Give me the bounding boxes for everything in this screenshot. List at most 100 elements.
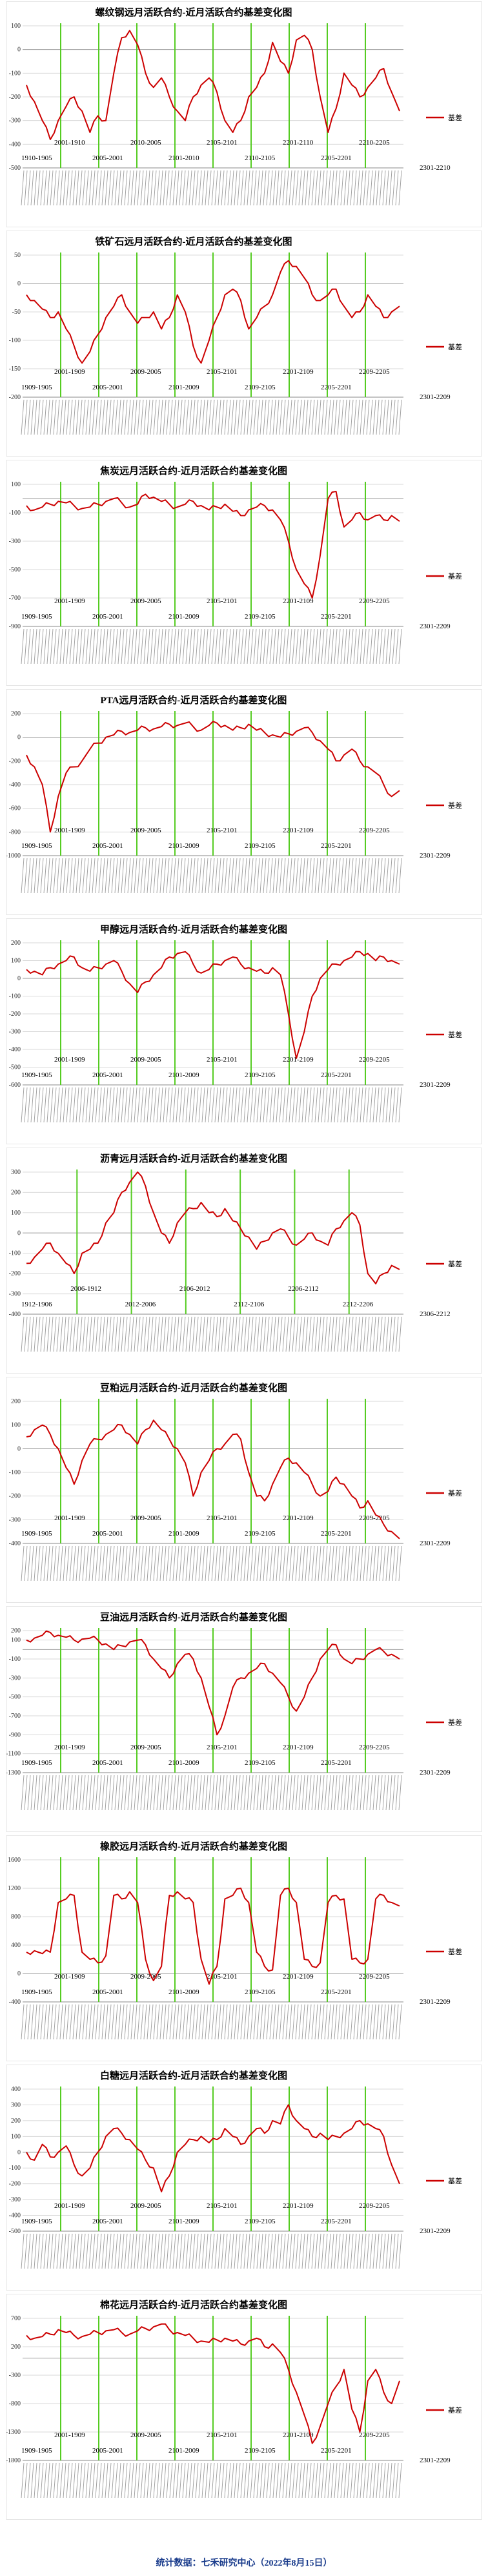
x-date-tick (266, 2233, 270, 2269)
x-date-tick (37, 628, 41, 665)
x-date-tick (121, 1087, 125, 1123)
x-date-tick (176, 858, 179, 894)
x-date-tick (56, 170, 60, 206)
x-date-tick (72, 628, 76, 665)
y-tick-label: -400 (9, 1311, 21, 1318)
latest-contract-label: 2301-2210 (420, 164, 451, 172)
x-date-tick (340, 2462, 344, 2499)
x-date-tick (63, 2462, 66, 2499)
x-date-tick (188, 170, 192, 206)
x-date-tick (208, 2004, 212, 2040)
x-date-tick (69, 1087, 73, 1123)
x-date-tick (143, 2462, 147, 2499)
x-date-tick (130, 2004, 134, 2040)
x-date-tick (266, 1087, 270, 1123)
x-date-tick (88, 399, 92, 435)
x-date-tick (330, 1775, 334, 1811)
x-date-tick (172, 858, 176, 894)
x-date-tick (195, 2233, 199, 2269)
x-date-tick (140, 1316, 144, 1352)
x-date-tick (72, 170, 76, 206)
x-date-tick (163, 399, 167, 435)
x-date-tick (324, 2233, 328, 2269)
x-date-tick (172, 1087, 176, 1123)
y-tick-label: -50 (12, 309, 21, 316)
x-date-tick (182, 628, 186, 665)
x-date-tick (321, 1087, 325, 1123)
x-date-tick (66, 2004, 70, 2040)
x-date-tick (308, 1087, 312, 1123)
x-date-tick (27, 1087, 31, 1123)
x-date-tick (266, 1775, 270, 1811)
x-date-tick (295, 1316, 299, 1352)
x-date-tick (289, 1775, 292, 1811)
x-date-tick (34, 170, 37, 206)
y-tick-label: -800 (9, 829, 21, 836)
x-date-tick (98, 2233, 102, 2269)
x-date-tick (40, 2004, 44, 2040)
x-date-tick (298, 628, 302, 665)
x-date-tick (398, 399, 402, 435)
x-date-tick (218, 1545, 221, 1582)
x-date-tick (305, 1316, 309, 1352)
rollover-label: 2009-2005 (130, 2202, 161, 2210)
x-date-tick (224, 1545, 228, 1582)
x-date-tick (330, 628, 334, 665)
legend-label: 基差 (448, 2406, 462, 2415)
y-tick-label: -700 (9, 595, 21, 602)
x-date-tick (130, 170, 134, 206)
latest-contract-label: 2301-2209 (420, 2227, 451, 2235)
x-date-tick (140, 1087, 144, 1123)
x-date-tick (34, 2004, 37, 2040)
x-date-tick (240, 2233, 244, 2269)
x-date-tick (227, 2004, 231, 2040)
x-date-tick (85, 1775, 89, 1811)
x-date-tick (259, 1775, 263, 1811)
x-date-tick (221, 1087, 225, 1123)
x-date-tick (395, 858, 399, 894)
rollover-label: 2205-2201 (321, 1071, 352, 1079)
x-date-tick (227, 628, 231, 665)
x-date-tick (243, 2004, 247, 2040)
x-date-tick (253, 399, 257, 435)
x-date-tick (360, 170, 363, 206)
x-date-tick (143, 628, 147, 665)
x-date-tick (308, 170, 312, 206)
x-date-tick (40, 858, 44, 894)
x-date-tick (353, 1316, 357, 1352)
x-date-tick (43, 2462, 47, 2499)
x-date-tick (256, 399, 260, 435)
x-date-tick (224, 170, 228, 206)
x-date-band (21, 2233, 402, 2269)
x-date-tick (166, 1545, 170, 1582)
x-date-tick (130, 2462, 134, 2499)
x-date-tick (234, 1545, 238, 1582)
x-date-tick (143, 1545, 147, 1582)
x-date-tick (111, 1087, 115, 1123)
x-date-tick (198, 1316, 202, 1352)
x-date-tick (227, 1545, 231, 1582)
x-date-tick (276, 1545, 280, 1582)
x-date-tick (117, 628, 121, 665)
x-date-tick (50, 1775, 54, 1811)
x-date-tick (234, 858, 238, 894)
chart-title: 豆粕远月活跃合约-近月活跃合约基差变化图 (100, 1382, 287, 1394)
x-date-tick (111, 2004, 115, 2040)
x-date-tick (276, 399, 280, 435)
x-date-tick (40, 170, 44, 206)
rollover-label: 2101-2009 (168, 2447, 199, 2455)
x-date-tick (127, 858, 131, 894)
x-date-band (21, 1775, 402, 1811)
x-date-tick (95, 170, 99, 206)
x-date-tick (101, 2004, 105, 2040)
x-date-tick (363, 170, 367, 206)
x-date-tick (259, 399, 263, 435)
x-date-tick (105, 2462, 108, 2499)
x-date-tick (137, 2004, 141, 2040)
rollover-label: 2105-2101 (207, 1973, 238, 1981)
x-date-tick (59, 1316, 63, 1352)
x-date-tick (114, 170, 118, 206)
series-line-basis (26, 30, 400, 140)
x-date-tick (127, 1775, 131, 1811)
